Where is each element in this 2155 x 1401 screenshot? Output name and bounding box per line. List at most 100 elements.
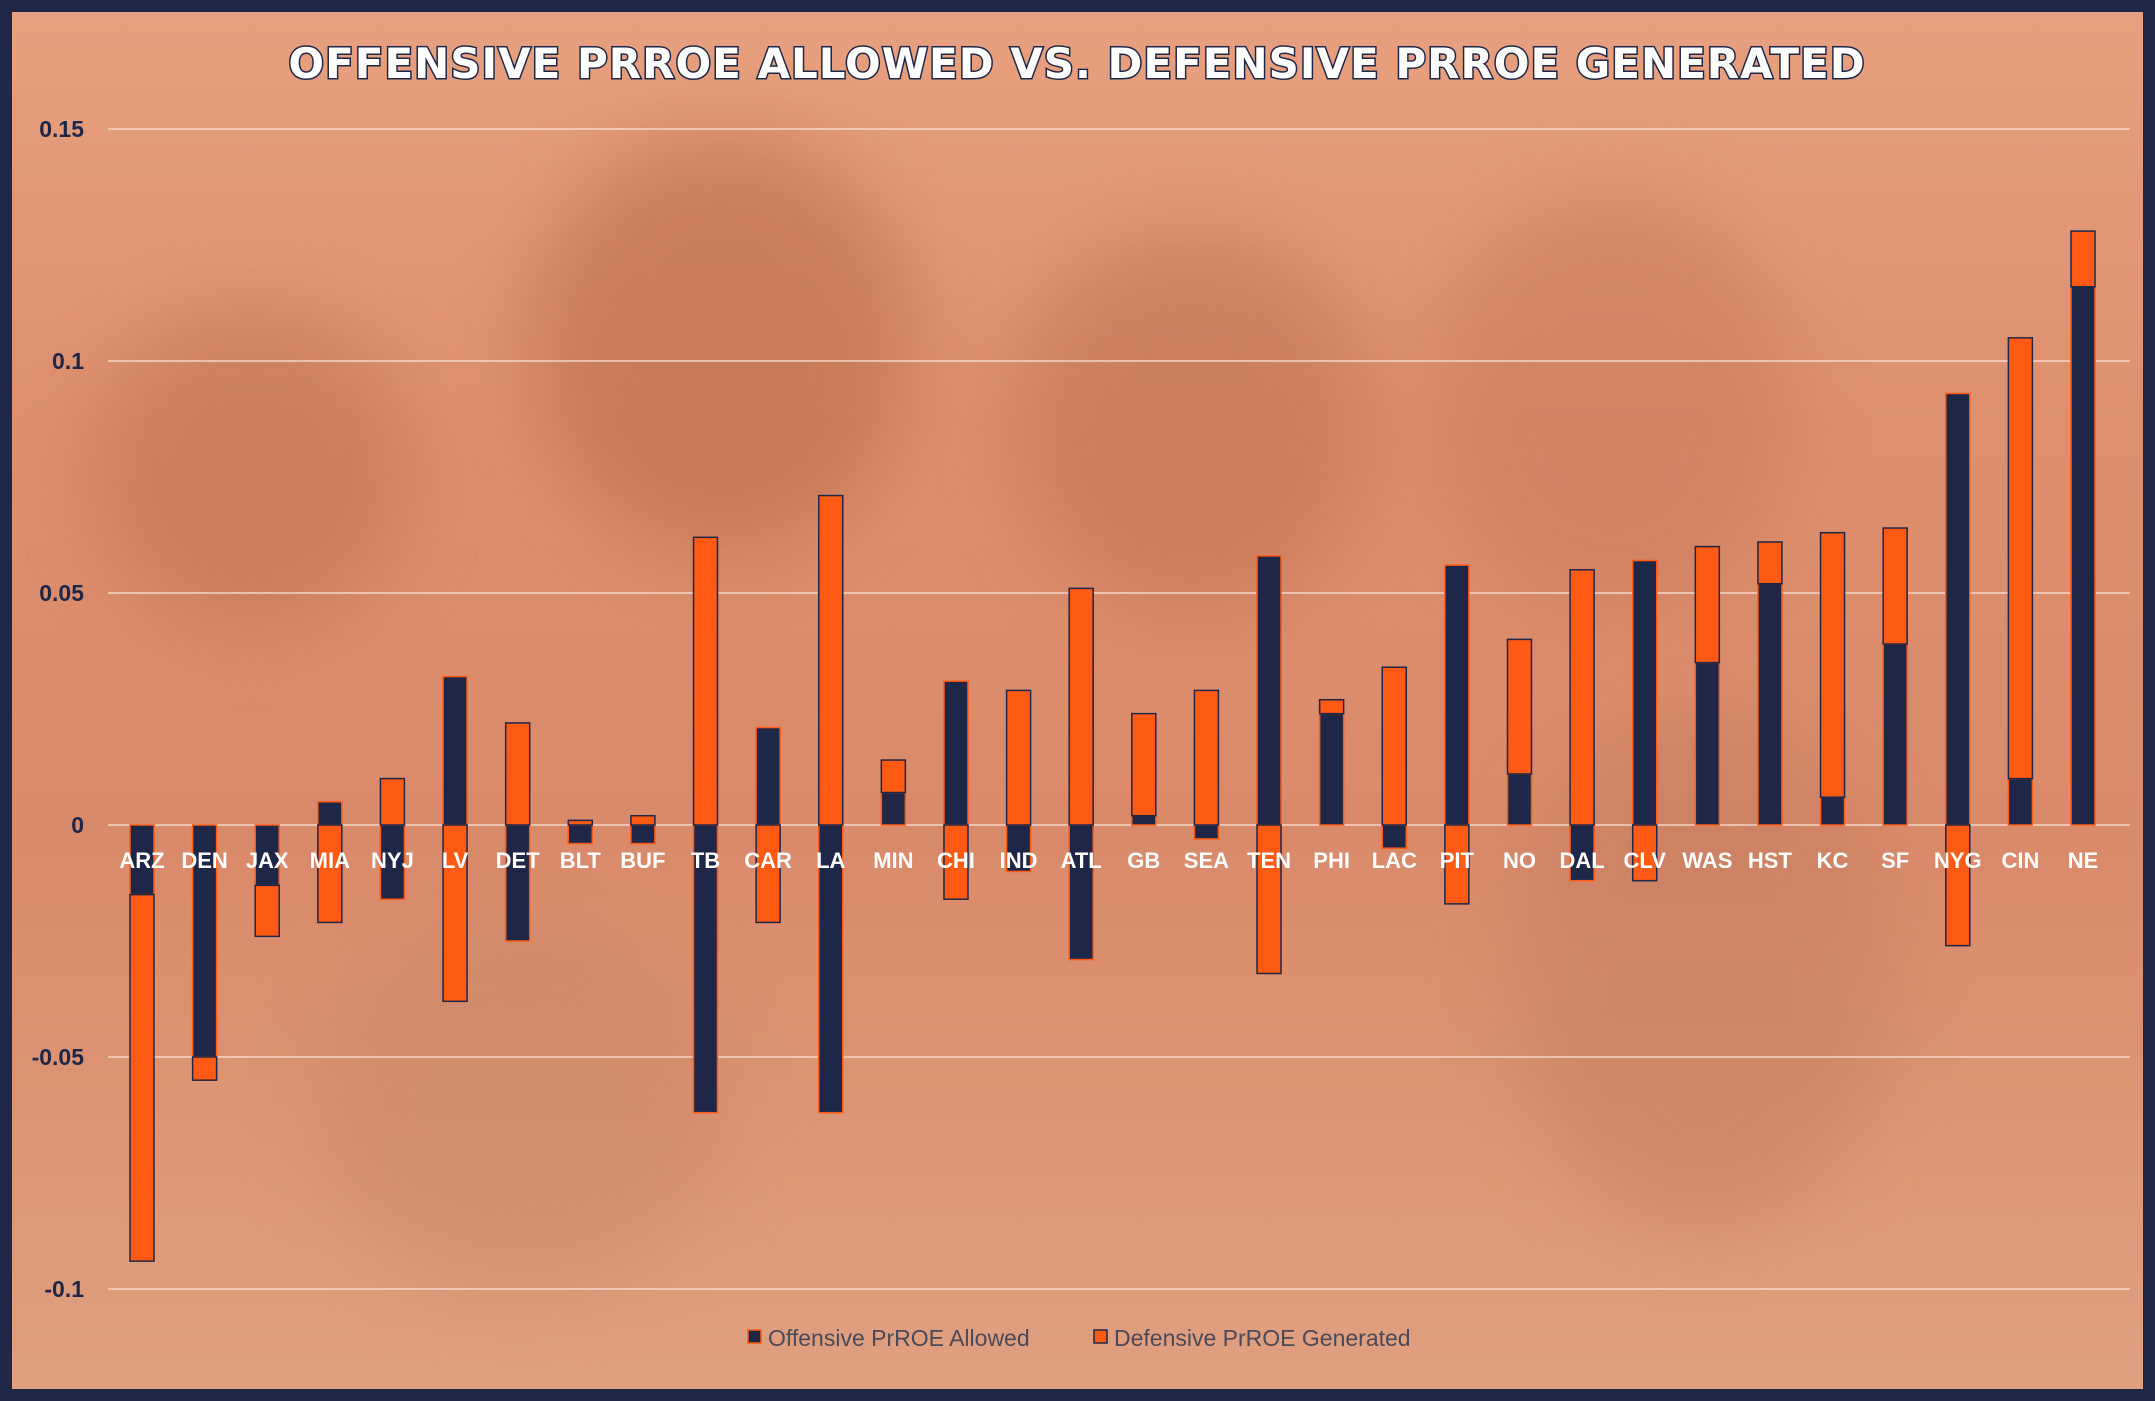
bar-offensive-det xyxy=(504,824,531,942)
x-tick-label: LAC xyxy=(1372,848,1417,873)
x-tick-label: DET xyxy=(496,848,541,873)
bar-offensive-no xyxy=(1506,773,1533,826)
x-tick-label: TEN xyxy=(1247,848,1291,873)
bar-offensive-chi xyxy=(943,680,969,826)
y-tick-label: 0.15 xyxy=(39,116,84,142)
bar-offensive-tb xyxy=(692,824,719,1114)
bar-offensive-mia xyxy=(317,801,343,826)
bar-defensive-sea xyxy=(1193,689,1220,826)
bar-offensive-jax xyxy=(254,824,280,887)
bar-defensive-mia xyxy=(317,824,343,924)
bar-defensive-ne xyxy=(2070,230,2096,288)
bar-offensive-la xyxy=(817,824,844,1114)
x-tick-label: WAS xyxy=(1682,848,1732,873)
bar-defensive-pit xyxy=(1444,824,1470,905)
y-tick-label: 0.05 xyxy=(39,580,84,606)
x-tick-label: CLV xyxy=(1624,848,1667,873)
bar-defensive-dal xyxy=(1569,569,1595,826)
chart-title: OFFENSIVE PRROE ALLOWED VS. DEFENSIVE PR… xyxy=(288,39,1865,88)
bar-offensive-blt xyxy=(567,824,594,845)
x-tick-label: BUF xyxy=(620,848,665,873)
x-tick-label: BLT xyxy=(560,848,602,873)
x-tick-label: ATL xyxy=(1061,848,1102,873)
legend-swatch xyxy=(747,1329,762,1344)
bar-defensive-chi xyxy=(943,824,969,900)
x-tick-label: MIN xyxy=(873,848,913,873)
bar-defensive-min xyxy=(880,759,907,794)
bar-defensive-tb xyxy=(692,536,719,826)
bar-offensive-buf xyxy=(630,824,656,845)
bar-defensive-la xyxy=(817,494,844,826)
bar-offensive-lac xyxy=(1381,824,1408,849)
x-tick-label: CIN xyxy=(2001,848,2039,873)
bar-defensive-hst xyxy=(1757,541,1783,585)
bar-defensive-blt xyxy=(567,819,594,826)
bar-offensive-nyg xyxy=(1945,392,1971,826)
bar-defensive-lv xyxy=(442,824,468,1003)
bar-defensive-atl xyxy=(1068,587,1094,826)
bar-offensive-ind xyxy=(1005,824,1032,873)
bar-offensive-ne xyxy=(2070,286,2096,826)
x-tick-label: MIA xyxy=(310,848,350,873)
y-tick-label: -0.1 xyxy=(44,1276,84,1302)
x-tick-label: JAX xyxy=(246,848,289,873)
bar-defensive-gb xyxy=(1131,712,1157,817)
x-tick-label: PIT xyxy=(1440,848,1475,873)
x-tick-label: NYG xyxy=(1934,848,1982,873)
bar-offensive-phi xyxy=(1318,712,1345,826)
bar-defensive-sf xyxy=(1882,527,1908,645)
bar-defensive-no xyxy=(1506,638,1533,775)
background-blob xyxy=(1432,192,1792,612)
bar-defensive-buf xyxy=(630,814,656,826)
bar-offensive-min xyxy=(880,791,907,826)
bar-defensive-jax xyxy=(254,884,280,938)
x-tick-label: SEA xyxy=(1184,848,1229,873)
legend: Offensive PrROE Allowed Defensive PrROE G… xyxy=(747,1325,1411,1351)
y-tick-label: 0.1 xyxy=(52,348,84,374)
bar-defensive-kc xyxy=(1819,531,1846,798)
bars xyxy=(129,230,2096,1262)
bar-defensive-nyg xyxy=(1945,824,1971,947)
bar-offensive-cin xyxy=(2007,777,2034,826)
bar-defensive-ten xyxy=(1256,824,1282,975)
bar-offensive-car xyxy=(755,726,781,826)
legend-swatch xyxy=(1093,1329,1108,1344)
x-tick-label: ARZ xyxy=(119,848,164,873)
x-tick-label: CAR xyxy=(744,848,792,873)
bar-defensive-det xyxy=(504,722,531,826)
x-tick-label: KC xyxy=(1817,848,1849,873)
bar-defensive-phi xyxy=(1318,698,1345,715)
x-tick-label: TB xyxy=(691,848,720,873)
bar-offensive-kc xyxy=(1819,796,1846,826)
x-tick-label: NO xyxy=(1503,848,1536,873)
bar-offensive-sf xyxy=(1882,643,1908,826)
bar-defensive-ind xyxy=(1005,689,1032,826)
x-tick-label: DAL xyxy=(1559,848,1604,873)
bar-defensive-car xyxy=(755,824,781,924)
bar-offensive-pit xyxy=(1444,564,1470,826)
bar-offensive-atl xyxy=(1068,824,1094,961)
bar-offensive-sea xyxy=(1193,824,1220,840)
x-tick-label: DEN xyxy=(181,848,227,873)
x-tick-label: HST xyxy=(1748,848,1793,873)
bar-offensive-was xyxy=(1694,661,1721,826)
bar-offensive-hst xyxy=(1757,582,1783,826)
bar-offensive-dal xyxy=(1569,824,1595,882)
bar-defensive-cin xyxy=(2007,337,2034,780)
background-blob xyxy=(92,312,412,632)
legend-label: Defensive PrROE Generated xyxy=(1114,1325,1411,1351)
background-blob xyxy=(532,132,912,552)
y-axis-ticks: 0.15 0.1 0.05 0 -0.05 -0.1 xyxy=(32,116,85,1302)
y-tick-label: -0.05 xyxy=(32,1044,85,1070)
x-tick-label: PHI xyxy=(1313,848,1350,873)
bar-offensive-gb xyxy=(1131,814,1157,826)
x-tick-label: CHI xyxy=(937,848,975,873)
bar-offensive-lv xyxy=(442,675,468,826)
x-tick-label: LV xyxy=(442,848,469,873)
bar-defensive-was xyxy=(1694,545,1721,664)
bar-defensive-lac xyxy=(1381,666,1408,826)
x-tick-label: IND xyxy=(1000,848,1038,873)
grid-lines xyxy=(108,128,2130,1290)
legend-label: Offensive PrROE Allowed xyxy=(768,1325,1030,1351)
